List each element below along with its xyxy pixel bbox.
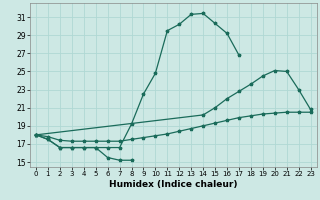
X-axis label: Humidex (Indice chaleur): Humidex (Indice chaleur) [109,180,237,189]
